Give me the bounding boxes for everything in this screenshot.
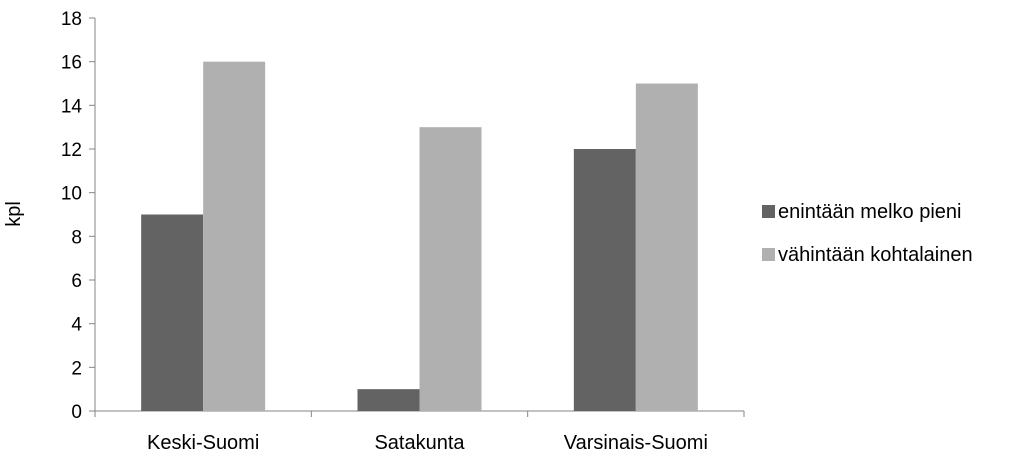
bar-series-1 [573,149,636,411]
bars [141,61,698,412]
y-axis-label: kpl [3,201,25,227]
axes: 0 2 4 6 8 10 12 14 16 18 Keski-Suomi Satakunta Varsi… [61,9,745,454]
x-tick-label: Satakunta [374,432,465,454]
bar-series-2 [419,127,482,412]
y-tick-label: 2 [71,358,82,379]
y-tick-label: 12 [61,140,82,161]
y-tick-label: 0 [71,402,82,423]
bar-series-2 [635,83,698,411]
bar-series-2 [203,61,266,412]
y-tick-label: 16 [61,53,82,74]
legend-label: vähintään kohtalainen [778,244,973,266]
x-tick-label: Varsinais-Suomi [564,432,708,454]
y-tick-label: 4 [71,315,82,336]
legend: enintään melko pieni vähintään kohtalaine… [762,201,973,266]
y-tick-label: 6 [71,271,82,292]
x-tick-label: Keski-Suomi [147,432,259,454]
legend-label: enintään melko pieni [778,201,961,223]
bar-series-1 [357,389,420,411]
bar-series-1 [141,214,204,411]
legend-swatch [762,205,775,218]
y-tick-label: 8 [71,227,82,248]
y-tick-label: 14 [61,96,83,117]
y-tick-label: 18 [61,9,82,30]
y-tick-label: 10 [61,184,82,205]
legend-swatch [762,248,775,261]
